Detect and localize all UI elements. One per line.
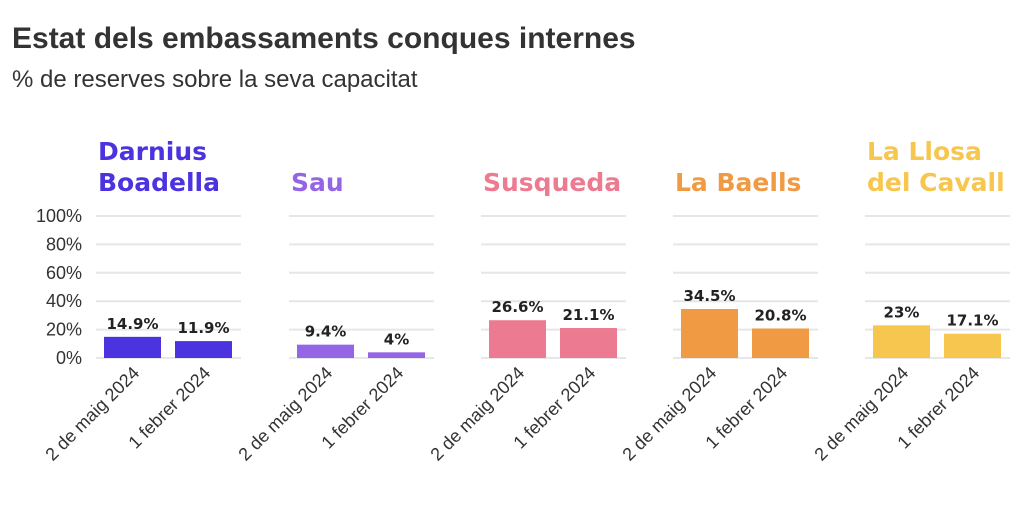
- bar: [175, 341, 232, 358]
- bar: [489, 320, 546, 358]
- panel-title: Sau: [291, 168, 344, 197]
- y-tick-label: 20%: [46, 320, 82, 340]
- y-tick-label: 0%: [56, 348, 82, 368]
- panel-title-line: Sau: [291, 168, 344, 197]
- bar: [681, 309, 738, 358]
- panel-title-line: del Cavall: [867, 168, 1005, 197]
- panel-title-line: La Baells: [675, 168, 801, 197]
- panel-title: La Llosa del Cavall: [867, 137, 1005, 197]
- y-tick-label: 80%: [46, 234, 82, 254]
- category-label: 2 de maig 2024: [41, 363, 143, 465]
- value-label: 26.6%: [491, 298, 543, 316]
- panel-la-llosa-del-cavall: La Llosa del Cavall 23% 2 de maig 2024 17.1%…: [810, 137, 1010, 465]
- value-label: 11.9%: [177, 319, 229, 337]
- panel-title: Susqueda: [483, 168, 621, 197]
- value-label: 34.5%: [683, 287, 735, 305]
- bar: [104, 336, 161, 358]
- panel-title-line: La Llosa: [867, 137, 982, 166]
- panel-title: La Baells: [675, 168, 801, 197]
- panel-title-line: Darnius: [98, 137, 207, 166]
- y-tick-label: 100%: [36, 206, 82, 226]
- category-label: 2 de maig 2024: [618, 363, 720, 465]
- category-label: 2 de maig 2024: [810, 363, 912, 465]
- value-label: 23%: [884, 303, 920, 321]
- bar: [560, 328, 617, 358]
- panel-title-line: Boadella: [98, 168, 220, 197]
- value-label: 14.9%: [106, 315, 158, 333]
- bar: [368, 352, 425, 358]
- category-label: 2 de maig 2024: [426, 363, 528, 465]
- panel-title: Darnius Boadella: [98, 137, 220, 197]
- bar: [297, 344, 354, 358]
- category-label: 2 de maig 2024: [234, 363, 336, 465]
- panel-title-line: Susqueda: [483, 168, 621, 197]
- chart-subtitle: % de reserves sobre la seva capacitat: [12, 66, 418, 93]
- y-tick-label: 60%: [46, 263, 82, 283]
- value-label: 4%: [384, 330, 409, 348]
- bar: [944, 333, 1001, 358]
- value-label: 9.4%: [305, 323, 347, 341]
- chart-title: Estat dels embassaments conques internes: [12, 22, 636, 55]
- value-label: 17.1%: [946, 312, 998, 330]
- bar: [752, 328, 809, 358]
- bar: [873, 325, 930, 358]
- value-label: 20.8%: [754, 306, 806, 324]
- value-label: 21.1%: [562, 306, 614, 324]
- y-tick-label: 40%: [46, 291, 82, 311]
